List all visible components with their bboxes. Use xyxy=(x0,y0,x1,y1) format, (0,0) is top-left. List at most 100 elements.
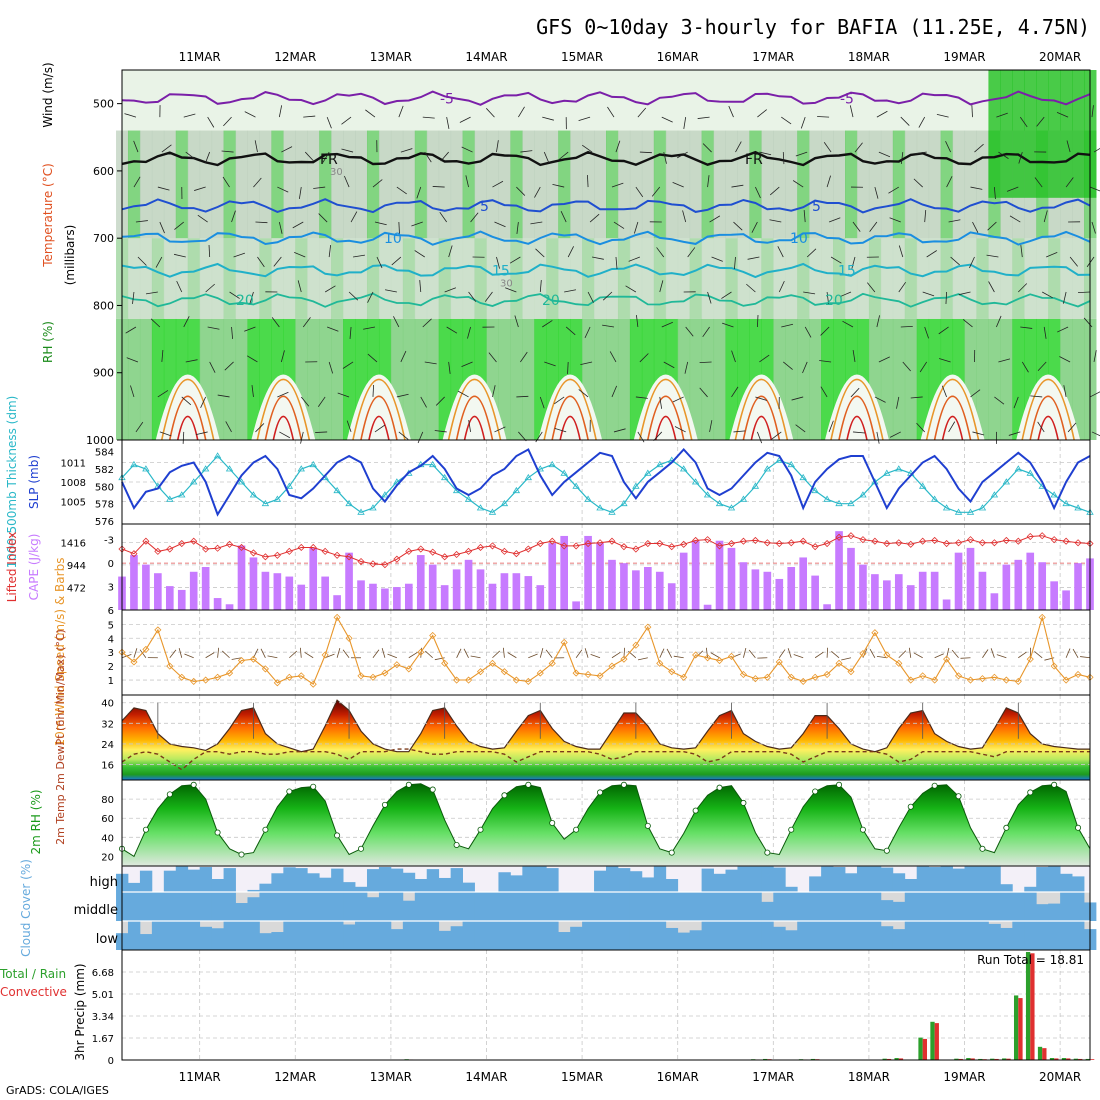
wind-speed-marker xyxy=(584,670,592,679)
precip-axis-label: 3hr Precip (mm) xyxy=(73,963,87,1060)
rh-marker xyxy=(907,803,914,810)
rh-marker xyxy=(597,789,604,796)
cloud-label-high: high xyxy=(90,875,118,890)
wind-barb xyxy=(734,256,736,270)
day-label-bottom: 14MAR xyxy=(465,1070,507,1084)
rh-cell xyxy=(868,130,882,239)
cape-bar xyxy=(404,583,413,610)
wind-barb xyxy=(791,396,804,401)
contour-label: 5 xyxy=(812,199,821,215)
cloud-cell xyxy=(785,886,798,892)
rh-cell xyxy=(558,238,571,319)
rh-cell xyxy=(952,238,966,319)
rh-cell xyxy=(845,130,858,239)
lifted-marker xyxy=(990,539,998,547)
wind-barb xyxy=(1009,215,1021,223)
lifted-marker xyxy=(823,539,831,548)
wind-barb xyxy=(636,315,639,328)
cloud-cell xyxy=(892,901,906,921)
wind-barb xyxy=(589,213,600,223)
thickness-marker xyxy=(572,482,580,489)
rh-cell xyxy=(1024,238,1037,319)
wind-barb xyxy=(300,396,310,407)
rh-cell xyxy=(414,130,428,239)
cloud-cell xyxy=(880,867,894,892)
lifted-marker xyxy=(190,537,198,545)
cloud-cell xyxy=(773,892,786,921)
wind-barb xyxy=(1008,431,1021,436)
rh-cell xyxy=(904,318,918,440)
day-label-top: 11MAR xyxy=(179,50,221,64)
cloud-axis-label: Cloud Cover (%) xyxy=(19,859,33,957)
rh-cell xyxy=(653,238,667,319)
precip-conv-bar xyxy=(1054,1058,1059,1060)
cloud-cell xyxy=(617,921,631,950)
cape-bar xyxy=(177,589,186,610)
cloud-cell xyxy=(343,882,356,892)
thickness-marker xyxy=(189,478,198,485)
rh-cell xyxy=(856,130,870,239)
precip-conv-bar xyxy=(922,1038,927,1060)
wind-speed-marker xyxy=(333,613,341,621)
wind-speed-marker xyxy=(739,670,747,679)
credit-label: GrADS: COLA/IGES xyxy=(6,1084,109,1097)
wind-barb xyxy=(628,256,641,262)
cape-bar xyxy=(847,547,855,610)
wind-barb xyxy=(1013,396,1019,409)
wind-speed-marker xyxy=(680,673,688,681)
thickness-marker xyxy=(166,495,174,502)
rh-cell xyxy=(223,318,237,440)
pressure-tick-label: 700 xyxy=(93,232,114,245)
cloud-cell xyxy=(856,921,870,950)
cloud-cell xyxy=(378,921,392,950)
wind-barb xyxy=(1083,317,1093,328)
rh-marker xyxy=(955,793,962,800)
wind-barb xyxy=(400,148,413,153)
cloud-cell xyxy=(163,892,177,921)
rh-marker xyxy=(740,799,747,806)
cloud-cell xyxy=(677,932,691,950)
lifted-marker xyxy=(393,555,401,563)
wind-barb xyxy=(902,361,911,372)
wind-barb xyxy=(702,326,710,338)
dewpt-line xyxy=(121,748,1090,771)
rh-cell xyxy=(833,130,846,239)
rh-cell xyxy=(450,238,464,319)
precip-total-bar xyxy=(918,1037,923,1060)
thickness-marker xyxy=(1062,499,1070,507)
wind-barb xyxy=(514,315,519,328)
day-label-top: 13MAR xyxy=(370,50,412,64)
wind-speed-marker xyxy=(572,669,580,677)
cloud-cell xyxy=(522,921,535,950)
lifted-marker xyxy=(321,547,329,555)
rh-cell xyxy=(247,318,260,440)
thickness-marker xyxy=(130,460,138,468)
rh-cell xyxy=(307,238,320,319)
temp-contour-35 xyxy=(750,415,773,441)
wind-barb xyxy=(898,281,907,293)
lifted-marker xyxy=(931,536,939,544)
cape-bar xyxy=(930,571,939,610)
wind-barb xyxy=(1037,361,1047,372)
cape-tick-label: 944 xyxy=(67,561,86,572)
wind-speed-marker xyxy=(596,672,604,680)
thickness-marker xyxy=(691,478,700,485)
wind-barb xyxy=(721,291,732,299)
upper-air-label-rh: RH (%) xyxy=(41,321,55,363)
wind-speed-marker xyxy=(536,669,544,677)
cloud-cell xyxy=(976,921,989,950)
wind-barb xyxy=(946,176,953,188)
wind-barb xyxy=(731,350,736,363)
thickness-marker xyxy=(1002,478,1011,485)
wind-barb xyxy=(996,654,1007,659)
wind-barb xyxy=(707,291,712,304)
rh-marker xyxy=(668,849,675,856)
cloud-cell xyxy=(809,876,822,892)
rh-cell xyxy=(892,130,906,239)
wind-barb xyxy=(673,655,684,659)
rh-cell xyxy=(319,318,332,440)
lifted-marker xyxy=(261,553,269,561)
wind-speed-marker xyxy=(345,634,353,642)
thickness-marker xyxy=(859,491,867,498)
rh-cell xyxy=(641,238,655,319)
